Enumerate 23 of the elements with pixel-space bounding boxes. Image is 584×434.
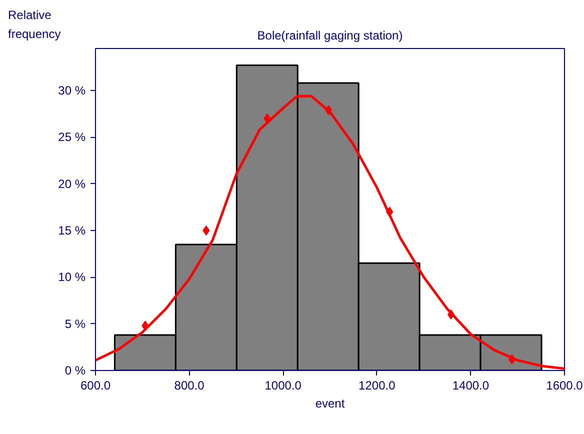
y-axis-title: Relative frequency — [8, 7, 61, 43]
y-tick-label: 0 % — [64, 364, 86, 378]
x-tick-label: 1200.0 — [358, 378, 396, 392]
x-tick-label: 800.0 — [174, 378, 205, 392]
x-tick-label: 600.0 — [80, 378, 111, 392]
point — [142, 320, 149, 331]
x-axis-title: event — [315, 396, 346, 410]
x-tick-label: 1400.0 — [452, 378, 490, 392]
x-tick-label: 1600.0 — [546, 378, 584, 392]
y-tick-label: 25 % — [58, 130, 86, 144]
point — [508, 354, 516, 364]
y-tick-label: 10 % — [58, 270, 86, 284]
point — [386, 206, 394, 217]
y-tick-label: 5 % — [64, 316, 86, 331]
point — [325, 105, 332, 116]
y-tick-label: 30 % — [58, 84, 86, 98]
point — [448, 310, 454, 320]
point — [202, 226, 210, 236]
x-tick-label: 1000.0 — [264, 378, 302, 392]
y-tick-label: 15 % — [58, 224, 86, 238]
chart-title: Bole(rainfall gaging station) — [257, 28, 403, 42]
point — [264, 114, 271, 124]
y-tick-label: 20 % — [58, 176, 86, 191]
